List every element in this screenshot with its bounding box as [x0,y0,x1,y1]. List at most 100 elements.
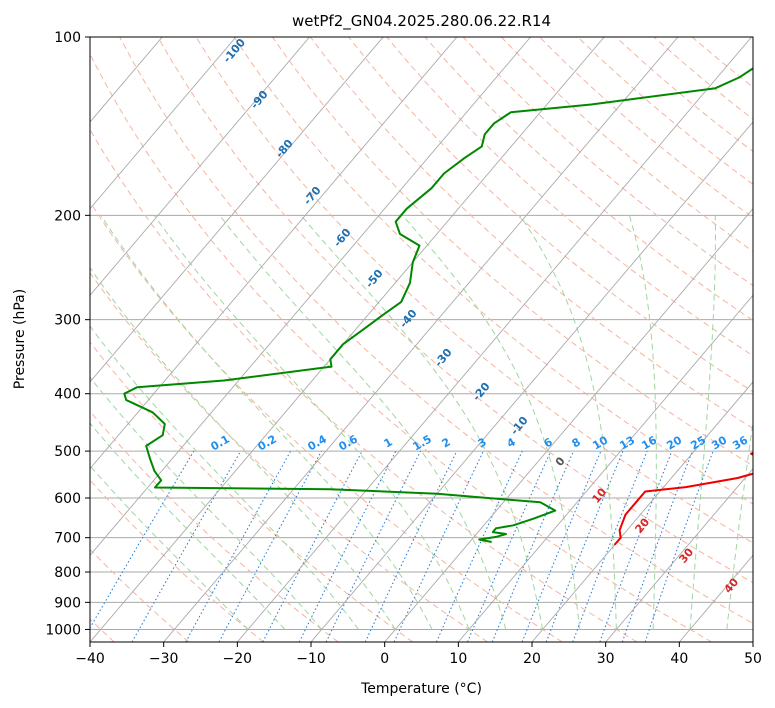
y-tick-label: 900 [54,595,81,611]
dry-adiabat-line [90,271,488,642]
isotherm-line [90,37,384,383]
mixing-ratio-label: 1.5 [411,432,434,453]
dry-adiabat-label: 10 [589,485,609,505]
dry-adiabat-line [462,37,753,287]
isotherm-line [605,467,753,642]
mixing-ratio-label: 1 [382,435,395,450]
dry-adiabat-label: -50 [363,267,386,291]
isopleth-labels: 0.1 0.2 0.4 0.6 1 1.5 2 3 4 6 8 10 13 16 20 25 30 36-100-… [209,36,751,596]
moist-adiabat-line [90,422,286,630]
dewpoint-profile [123,67,753,543]
x-tick-label: 50 [744,651,762,667]
plot-frame [89,36,754,643]
isotherm-line [457,294,753,642]
isobar-grid [90,37,753,630]
mixing-ratio-line [572,450,648,642]
dry-adiabat-line [90,548,190,642]
x-tick-label: 40 [670,651,688,667]
y-tick-label: 200 [54,208,81,224]
isotherm-line [90,37,237,210]
mixing-ratio-line [545,450,624,642]
dry-adiabat-line [615,37,753,153]
y-tick-label: 1000 [45,622,81,638]
isotherm-line [384,207,753,642]
mixing-ratio-line [599,450,673,642]
x-tick-label: 20 [523,651,541,667]
dry-adiabat-label: -30 [432,346,455,370]
dry-adiabat-line [653,37,753,120]
x-axis-label: Temperature (°C) [360,681,482,697]
dry-adiabat-label: -20 [470,380,493,404]
mixing-ratio-label: 0.2 [256,432,279,453]
isotherm-line [236,37,752,642]
profile-series [123,67,753,546]
x-tick-label: −20 [223,651,253,667]
moist-adiabat-line [90,464,249,630]
mixing-ratio-label: 2 [440,435,453,450]
temperature-profile [613,451,753,546]
dry-adiabat-line [348,37,753,393]
y-axis: 100 200 300 400 500 600 700 800 900 1000 [45,30,90,638]
mixing-ratio-line [393,450,484,642]
mixing-ratio-label: 4 [505,435,518,450]
moist-adiabats [90,214,753,630]
x-tick-label: −10 [296,651,326,667]
x-axis: −40 −30 −20 −10 0 10 20 30 40 50 [75,642,762,667]
mixing-ratio-line [218,450,322,642]
mixing-ratio-label: 13 [617,434,637,453]
isotherm-line [310,121,753,642]
dry-adiabat-label: -80 [273,137,296,161]
x-tick-label: −40 [75,651,105,667]
dry-adiabats [90,37,753,642]
mixing-ratio-line [644,450,714,642]
x-tick-label: 10 [449,651,467,667]
dry-adiabat-label: 40 [721,575,741,595]
dry-adiabat-label: 0 [553,454,568,468]
mixing-ratio-line [364,450,458,642]
y-tick-label: 800 [54,565,81,581]
moist-adiabat-line [300,214,544,630]
mixing-ratio-line [185,450,292,642]
x-tick-label: −30 [149,651,179,667]
dry-adiabat-line [90,410,339,642]
moist-adiabat-line [219,214,507,630]
mixing-ratio-label: 10 [590,433,610,452]
mixing-ratio-line [521,450,602,642]
dry-adiabat-line [90,341,414,642]
dry-adiabat-label: -90 [248,88,271,112]
y-tick-label: 100 [54,30,81,46]
dry-adiabat-line [90,201,563,642]
mixing-ratio-label: 36 [730,433,750,452]
dry-adiabat-label: -40 [397,307,420,331]
moist-adiabat-line [519,215,617,630]
dry-adiabat-line [157,37,753,584]
dry-adiabat-label: -60 [331,226,354,250]
dry-adiabat-label: -100 [220,36,248,66]
dry-adiabat-label: -70 [301,184,324,208]
dry-adiabat-label: -10 [508,414,531,438]
dry-adiabat-line [119,37,753,624]
x-tick-label: 30 [597,651,615,667]
dry-adiabat-line [310,37,753,430]
mixing-ratio-line [435,450,523,642]
mixing-ratio-line [467,450,552,642]
isotherm-line [752,641,753,642]
moist-adiabat-line [100,215,433,630]
moist-adiabat-line [153,215,470,630]
mixing-ratio-label: 0.1 [209,432,232,453]
y-tick-label: 400 [54,387,81,403]
isotherm-line [90,37,310,297]
y-axis-label: Pressure (hPa) [12,289,28,389]
dry-adiabat-line [233,37,753,505]
dry-adiabat-line [90,128,638,642]
isotherm-grid [90,37,753,642]
moist-adiabat-line [90,266,396,630]
mixing-ratio-line [298,450,397,642]
isotherm-line [90,37,531,557]
isotherm-line [163,37,679,642]
y-tick-label: 700 [54,531,81,547]
mixing-ratio-line [325,450,422,642]
moist-adiabat-line [628,215,657,630]
moist-adiabat-line [402,214,580,630]
